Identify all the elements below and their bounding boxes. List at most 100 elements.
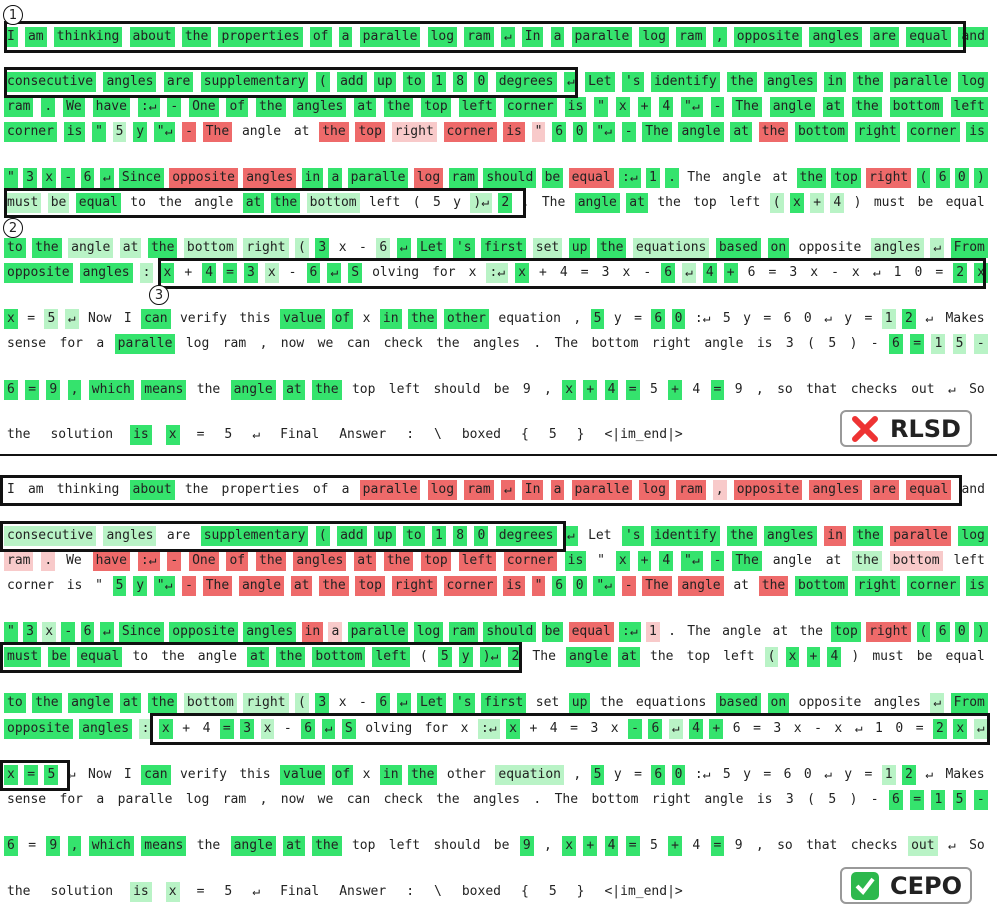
token: 1 — [893, 265, 902, 280]
token: y — [453, 195, 461, 210]
token: solution — [50, 884, 114, 899]
token: log — [958, 526, 988, 546]
token: equal — [77, 647, 123, 667]
token: x — [260, 719, 275, 739]
token: angle — [194, 195, 234, 210]
token: The — [642, 576, 672, 596]
token: = — [25, 380, 40, 400]
token: equation — [498, 311, 562, 326]
token: - — [182, 576, 196, 596]
token: right — [651, 792, 691, 807]
token: to — [132, 649, 149, 664]
token: opposite — [798, 240, 862, 255]
token: Since — [118, 622, 164, 642]
token: at — [618, 647, 640, 667]
token: 2 — [902, 765, 916, 785]
token: left — [388, 382, 421, 397]
token: the — [7, 427, 31, 442]
token: can — [346, 792, 371, 807]
token: ↵ — [64, 309, 79, 329]
token: , — [544, 382, 552, 397]
token: x — [851, 265, 860, 280]
token: be — [47, 193, 70, 213]
token: paralle — [890, 526, 951, 546]
token: 5 — [722, 767, 731, 782]
token: 3 — [785, 792, 794, 807]
token: Answer — [339, 427, 387, 442]
token: am — [27, 482, 44, 497]
token: x — [158, 719, 173, 739]
highlight-box — [4, 188, 526, 218]
token: = — [219, 719, 234, 739]
token: 6 — [376, 693, 391, 713]
token: 3 — [590, 721, 599, 736]
token: to — [403, 72, 425, 92]
token: the — [436, 336, 460, 351]
token: ( — [916, 168, 931, 188]
token: to — [403, 526, 425, 546]
token: the — [184, 482, 209, 497]
token: 5 — [590, 309, 605, 329]
token: , — [259, 792, 268, 807]
token: must — [872, 649, 904, 664]
token: left — [458, 97, 496, 117]
token: 9 — [46, 380, 61, 400]
token: ↵ — [67, 767, 76, 782]
token: the — [436, 792, 460, 807]
token: to — [4, 238, 26, 258]
token: = — [935, 265, 944, 280]
token: "↵ — [681, 97, 703, 117]
token-row: corner is " 5 y "↵ - The angle at the top right corne… — [4, 575, 988, 597]
token: checks — [850, 838, 898, 853]
token: for — [59, 336, 84, 351]
token: equal — [75, 193, 121, 213]
token: at — [354, 551, 376, 571]
token: degrees — [495, 72, 557, 92]
token: + — [583, 380, 598, 400]
token: of — [309, 27, 332, 47]
token: - — [167, 97, 182, 117]
token: 3 — [23, 168, 37, 188]
token: and — [961, 482, 985, 497]
token: at — [242, 193, 265, 213]
token: angles — [79, 719, 133, 739]
token: the — [319, 576, 349, 596]
token: angle — [230, 836, 276, 856]
token: are — [869, 480, 900, 500]
highlight-box — [0, 521, 566, 552]
token: the — [650, 649, 674, 664]
token: the — [256, 551, 286, 571]
token: 3 — [240, 719, 255, 739]
token: - — [870, 336, 879, 351]
token: 6 — [648, 719, 663, 739]
token: top — [421, 97, 451, 117]
token: top — [831, 622, 861, 642]
token: top — [351, 838, 376, 853]
token: ( — [764, 647, 779, 667]
token: 4 — [659, 97, 674, 117]
token: S — [341, 719, 356, 739]
token: in — [824, 526, 846, 546]
token: 6 — [552, 576, 567, 596]
token: } — [576, 884, 585, 899]
token: bottom — [183, 238, 237, 258]
token: at — [772, 624, 789, 639]
highlight-box — [0, 760, 70, 791]
token-row: 6 = 9, which means the angle at the top left should… — [4, 379, 988, 401]
token: the — [758, 122, 789, 142]
token: angles — [763, 526, 817, 546]
token: " — [594, 97, 608, 117]
token: opposite — [4, 719, 73, 739]
token: = — [915, 721, 924, 736]
token: right — [854, 122, 900, 142]
token: - — [628, 719, 642, 739]
token: 3 — [315, 238, 330, 258]
token: 5 — [722, 311, 731, 326]
token: boxed — [461, 884, 501, 899]
token: - — [831, 265, 839, 280]
token: ) — [849, 336, 858, 351]
token: at — [290, 576, 313, 596]
token: angle — [704, 336, 744, 351]
token: x — [789, 193, 804, 213]
